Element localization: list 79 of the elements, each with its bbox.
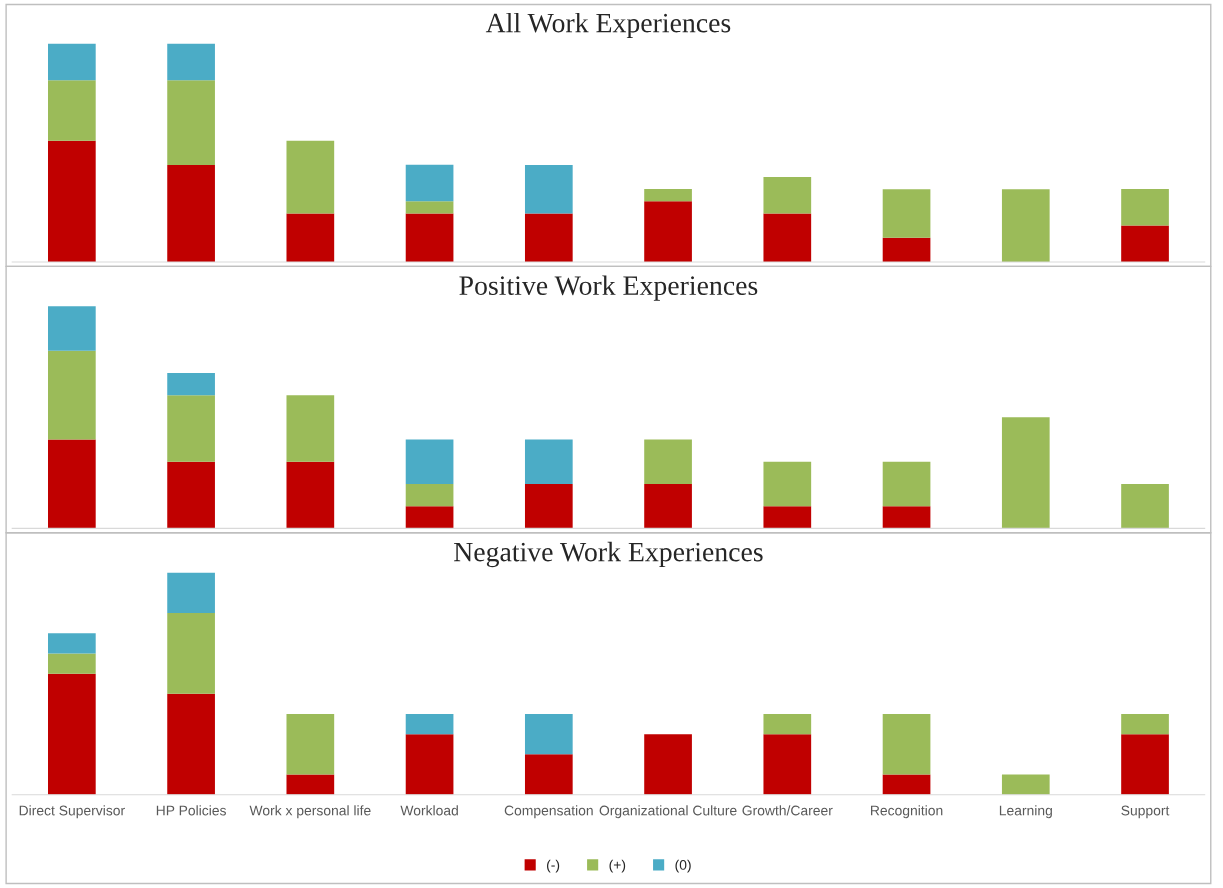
bar (167, 572, 215, 613)
bar (405, 439, 454, 484)
x-tick-label: Recognition (871, 805, 943, 819)
x-tick-label: Growth/Career (742, 805, 833, 816)
bar (48, 43, 96, 81)
bar (286, 713, 335, 775)
bar (286, 774, 335, 795)
bar (524, 483, 573, 529)
bar (167, 612, 215, 694)
bar (644, 734, 692, 795)
bar (644, 201, 692, 262)
bar (1121, 189, 1169, 226)
bar (405, 164, 454, 202)
bar (167, 461, 215, 529)
x-tick-label: Work x personal life (249, 805, 371, 819)
legend-label: (0) (675, 859, 691, 873)
bar (763, 713, 812, 735)
bar (882, 189, 931, 238)
bar (882, 713, 931, 775)
bar (1121, 225, 1169, 262)
bar (405, 506, 454, 529)
bar (48, 306, 96, 351)
bar (1121, 734, 1169, 795)
bar (763, 213, 812, 262)
bar (1001, 417, 1050, 529)
bar (882, 506, 931, 529)
bar (286, 461, 335, 529)
bar (48, 80, 96, 141)
bar (405, 201, 454, 214)
bar (167, 165, 215, 262)
bar (405, 483, 454, 507)
bar (763, 177, 812, 214)
bar (167, 372, 215, 396)
bar (405, 213, 454, 262)
chart-title: Positive Work Experiences (459, 275, 758, 301)
bar (882, 774, 931, 795)
x-tick-label: Learning (999, 805, 1052, 819)
bar (48, 439, 96, 529)
bar (405, 734, 454, 795)
bar (763, 461, 812, 507)
bar (1121, 713, 1169, 735)
chart-title: Negative Work Experiences (454, 541, 763, 568)
x-tick-label: Organizational Culture (599, 805, 737, 819)
x-tick-label: Direct Supervisor (19, 805, 125, 819)
bar (882, 237, 931, 262)
bar (882, 461, 931, 507)
bar (524, 754, 573, 795)
bar (763, 506, 812, 529)
bar (167, 43, 215, 81)
bar (48, 673, 96, 795)
bar (1001, 189, 1050, 262)
bar (763, 734, 812, 795)
bar (48, 350, 96, 440)
bar (286, 395, 335, 462)
legend-label: (-) (547, 859, 560, 873)
bar (48, 140, 96, 262)
bar (524, 213, 573, 262)
bar (286, 213, 335, 262)
bar (644, 189, 692, 202)
bar (644, 439, 692, 484)
bar (1001, 774, 1050, 795)
bar (524, 713, 573, 755)
x-tick-label: Support (1121, 805, 1170, 819)
x-tick-label: HP Policies (156, 805, 226, 816)
bar (286, 140, 335, 214)
bar (167, 80, 215, 166)
bar (167, 693, 215, 795)
bar (524, 165, 573, 214)
bar (48, 633, 96, 654)
bar (1121, 483, 1169, 529)
bar (167, 395, 215, 462)
bar (405, 713, 454, 735)
x-tick-label: Compensation (504, 805, 593, 819)
bar (644, 483, 692, 529)
bar (524, 439, 573, 484)
chart-title: All Work Experiences (485, 12, 731, 39)
x-tick-label: Workload (400, 805, 458, 816)
legend-label: (+) (609, 859, 626, 873)
bar (48, 653, 96, 674)
